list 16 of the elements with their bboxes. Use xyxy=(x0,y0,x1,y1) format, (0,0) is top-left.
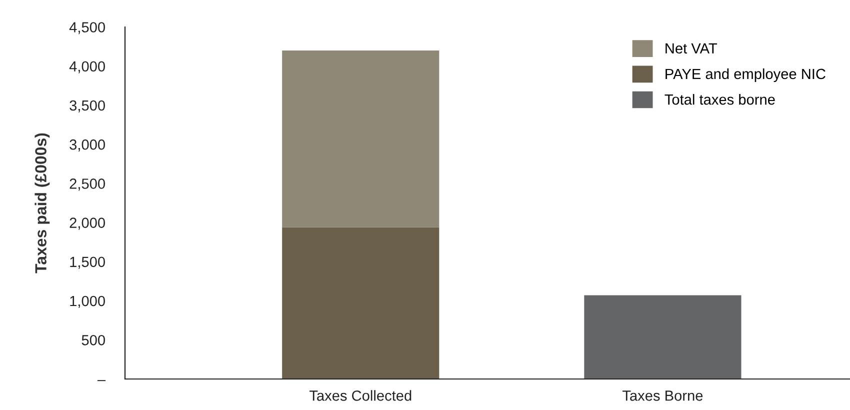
y-tick-label: – xyxy=(97,380,106,382)
y-tick-label: 2,000 xyxy=(70,218,105,230)
legend-label: Total taxes borne xyxy=(664,94,775,105)
y-tick-label: 1,000 xyxy=(70,296,105,308)
y-axis-title: Taxes paid (£000s) xyxy=(34,133,50,274)
legend-label: PAYE and employee NIC xyxy=(666,68,826,82)
x-tick-label: Taxes Borne xyxy=(622,390,703,401)
y-tick-label: 3,500 xyxy=(70,100,105,112)
y-tick-label: 1,500 xyxy=(70,256,105,269)
y-tick-label: 2,500 xyxy=(70,178,105,191)
y-tick-label: 500 xyxy=(82,334,105,346)
y-tick-label: 4,500 xyxy=(69,22,105,34)
legend-label: Net VAT xyxy=(666,43,718,54)
x-tick-label: Taxes Collected xyxy=(309,390,412,401)
y-tick-label: 4,000 xyxy=(69,61,105,74)
y-tick-label: 3,000 xyxy=(70,139,105,152)
